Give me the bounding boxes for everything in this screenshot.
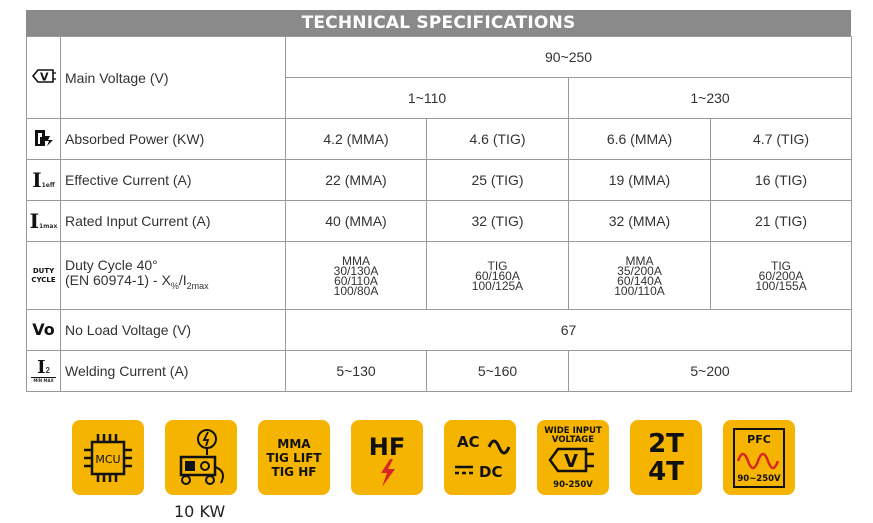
ac-dc-icon: AC DC xyxy=(444,420,516,495)
duty-cycle-icon: DUTY CYCLE xyxy=(26,241,61,310)
table-cell: 6.6 (MMA) xyxy=(568,118,711,160)
table-row: DUTY CYCLE Duty Cycle 40° (EN 60974-1) - … xyxy=(26,241,853,310)
table-cell: 4.6 (TIG) xyxy=(426,118,569,160)
table-cell: 32 (MMA) xyxy=(568,200,711,242)
svg-text:VOLTAGE: VOLTAGE xyxy=(552,435,594,445)
voltage-icon: V xyxy=(26,36,61,119)
svg-text:V: V xyxy=(564,451,578,472)
table-cell: 16 (TIG) xyxy=(709,159,853,201)
table-row: Absorbed Power (KW) 4.2 (MMA) 4.6 (TIG) … xyxy=(26,118,853,160)
table-cell: 5~130 xyxy=(285,350,427,392)
generator-caption: 10 KW xyxy=(174,502,226,521)
table-cell: TIG 60/200A 100/155A xyxy=(709,241,853,310)
mcu-chip-icon: MCU xyxy=(72,420,144,495)
mma-tig-badge: MMA TIG LIFT TIG HF xyxy=(258,420,330,495)
voltage-230: 1~230 xyxy=(567,77,853,119)
table-cell: 5~200 xyxy=(567,350,853,392)
i-max-icon: I1max xyxy=(26,200,61,242)
table-cell: 19 (MMA) xyxy=(568,159,711,201)
table-row: 1~110 1~230 xyxy=(27,77,853,119)
generator-icon xyxy=(165,420,237,495)
svg-text:PFC: PFC xyxy=(747,433,771,446)
table-cell: 32 (TIG) xyxy=(426,200,569,242)
i-eff-icon: I1eff xyxy=(26,159,61,201)
table-cell: 40 (MMA) xyxy=(285,200,427,242)
hf-icon: HF xyxy=(351,420,423,495)
table-cell: 67 xyxy=(284,309,853,351)
main-voltage-range: 90~250 xyxy=(284,36,853,78)
table-cell: MMA 35/200A 60/140A 100/110A xyxy=(568,241,711,310)
table-cell: 21 (TIG) xyxy=(709,200,853,242)
voltage-110: 1~110 xyxy=(285,77,569,119)
table-row: Vo No Load Voltage (V) 67 xyxy=(26,309,853,351)
wide-input-voltage-icon: WIDE INPUT VOLTAGE V 90-250V xyxy=(537,420,609,495)
i2-icon: I2 MIN MAX xyxy=(26,350,61,392)
main-voltage-label: Main Voltage (V) xyxy=(60,36,286,119)
absorbed-power-label: Absorbed Power (KW) xyxy=(60,118,286,160)
svg-text:MCU: MCU xyxy=(95,453,120,466)
table-cell: 25 (TIG) xyxy=(426,159,569,201)
svg-text:HF: HF xyxy=(369,433,405,461)
svg-text:V: V xyxy=(40,71,49,84)
table-cell: 22 (MMA) xyxy=(285,159,427,201)
table-row: I1max Rated Input Current (A) 40 (MMA) 3… xyxy=(26,200,853,242)
spec-table: V Main Voltage (V) 90~250 1~110 1~230 Ab… xyxy=(26,36,853,392)
table-row: I1eff Effective Current (A) 22 (MMA) 25 … xyxy=(26,159,853,201)
2t-4t-badge: 2T 4T xyxy=(630,420,702,495)
table-cell: 4.2 (MMA) xyxy=(285,118,427,160)
rated-input-current-label: Rated Input Current (A) xyxy=(60,200,286,242)
svg-text:90~250V: 90~250V xyxy=(737,474,781,484)
welding-current-label: Welding Current (A) xyxy=(60,350,286,392)
table-cell: 4.7 (TIG) xyxy=(709,118,853,160)
no-load-voltage-label: No Load Voltage (V) xyxy=(60,309,286,351)
duty-cycle-label: Duty Cycle 40° (EN 60974-1) - X%/I2max xyxy=(60,241,286,310)
table-row: V Main Voltage (V) 90~250 xyxy=(26,36,853,119)
table-cell: 5~160 xyxy=(426,350,569,392)
power-icon xyxy=(26,118,61,160)
table-cell: MMA 30/130A 60/110A 100/80A xyxy=(285,241,427,310)
vo-icon: Vo xyxy=(26,309,61,351)
pfc-icon: PFC 90~250V xyxy=(723,420,795,495)
table-cell: TIG 60/160A 100/125A xyxy=(426,241,569,310)
table-title: TECHNICAL SPECIFICATIONS xyxy=(26,10,851,36)
svg-text:AC: AC xyxy=(457,433,480,451)
svg-text:DC: DC xyxy=(479,463,502,481)
svg-text:90-250V: 90-250V xyxy=(553,480,593,490)
table-row: I2 MIN MAX Welding Current (A) 5~130 5~1… xyxy=(26,350,853,392)
effective-current-label: Effective Current (A) xyxy=(60,159,286,201)
svg-text:WIDE INPUT: WIDE INPUT xyxy=(544,426,602,436)
